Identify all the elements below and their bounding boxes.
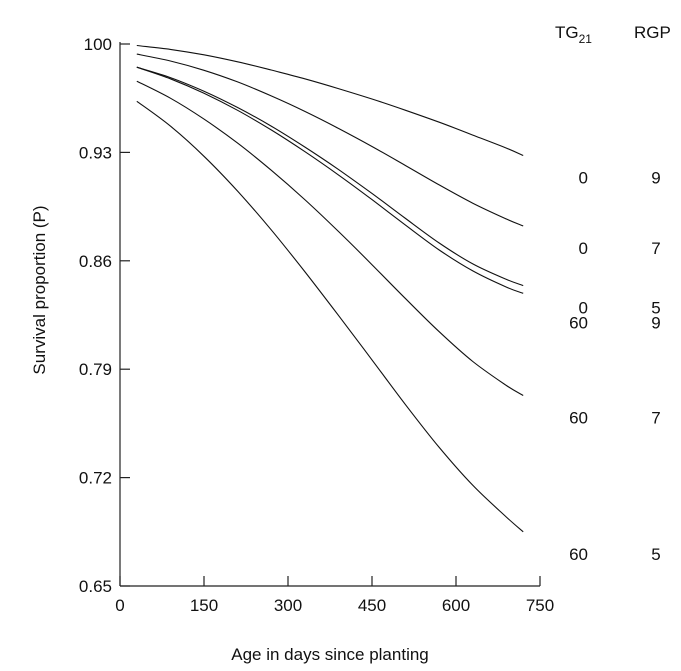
tg-label: 60 [569, 545, 588, 564]
y-tick-label: 0.65 [79, 577, 112, 596]
rgp-label: 9 [651, 314, 660, 333]
axis-ticks: 0.65 0.72 0.79 0.86 0.93 100 0 150 300 450 600 750 [79, 35, 554, 615]
series-line-tg60-rgp7 [136, 80, 524, 396]
series-line-tg60-rgp5 [136, 100, 524, 533]
y-tick-label: 0.72 [79, 469, 112, 488]
tg-label: 0 [579, 299, 588, 318]
series-line-tg0-rgp5 [136, 66, 524, 287]
rgp-label: 5 [651, 545, 660, 564]
tg-label: 60 [569, 409, 588, 428]
series-annotations: 0 9 0 7 0 5 60 9 60 7 60 5 [569, 168, 661, 563]
rgp-header: RGP [634, 23, 671, 42]
x-tick-label: 300 [274, 596, 302, 615]
rgp-label: 7 [651, 239, 660, 258]
tg-header-subscript: 21 [579, 32, 593, 46]
x-axis-title: Age in days since planting [231, 645, 429, 664]
rgp-label: 7 [651, 409, 660, 428]
legend-headers: TG21 RGP [555, 23, 671, 46]
x-tick-label: 600 [442, 596, 470, 615]
tg-label: 0 [579, 168, 588, 187]
rgp-label: 5 [651, 299, 660, 318]
tg-label: 60 [569, 314, 588, 333]
tg-header: TG21 [555, 23, 592, 46]
y-tick-label: 0.93 [79, 143, 112, 162]
series-line-tg0-rgp9 [136, 44, 524, 157]
y-tick-label: 100 [84, 35, 112, 54]
rgp-label: 9 [651, 168, 660, 187]
y-tick-label: 0.79 [79, 360, 112, 379]
axes [119, 42, 540, 587]
x-tick-label: 150 [190, 596, 218, 615]
series-line-tg60-rgp9 [136, 66, 524, 294]
x-tick-label: 750 [526, 596, 554, 615]
x-tick-label: 0 [115, 596, 124, 615]
y-tick-label: 0.86 [79, 252, 112, 271]
series-line-tg0-rgp7 [136, 53, 524, 227]
x-tick-label: 450 [358, 596, 386, 615]
tg-label: 0 [579, 239, 588, 258]
y-axis-title: Survival proportion (P) [30, 205, 49, 374]
series-lines [136, 44, 524, 533]
